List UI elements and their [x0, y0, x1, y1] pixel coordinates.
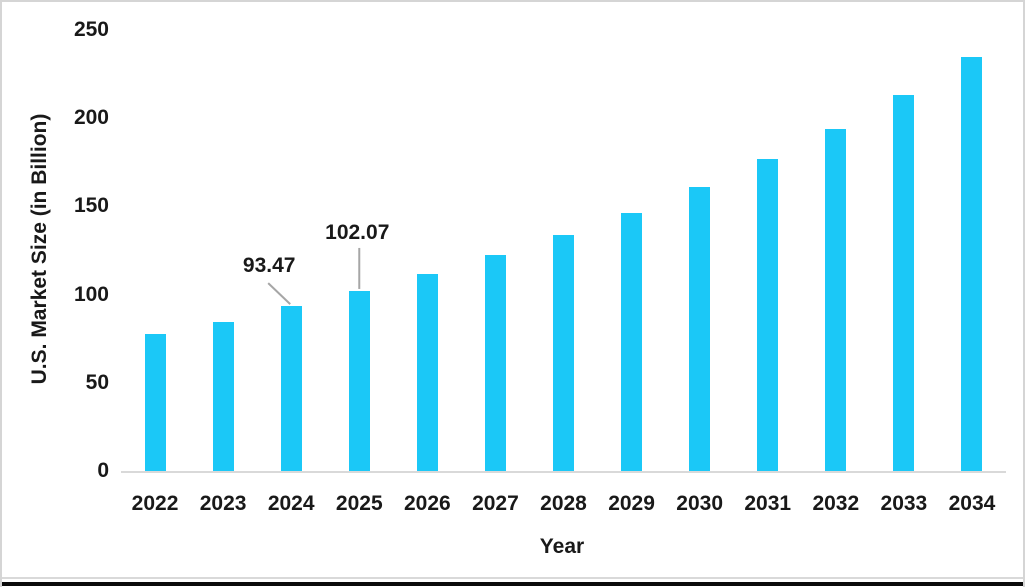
bar-2028 [553, 235, 574, 471]
bar-2023 [212, 321, 234, 471]
x-tick-label-2023: 2023 [199, 492, 247, 515]
bar-2026 [416, 273, 438, 471]
x-tick-label-2029: 2029 [608, 492, 655, 515]
x-axis-line [121, 471, 1006, 473]
x-tick-label-2026: 2026 [403, 492, 451, 515]
y-axis-title: U.S. Market Size (in Billion) [28, 113, 51, 385]
bottom-divider-black [2, 582, 1023, 586]
bar-2034 [961, 57, 983, 471]
bar-2030 [689, 187, 711, 471]
bar-2022 [144, 334, 166, 471]
bar-2027 [484, 254, 506, 471]
x-tick-label-2027: 2027 [472, 492, 519, 515]
bar-2032 [825, 129, 847, 471]
x-tick-label-2033: 2033 [880, 492, 928, 515]
x-tick-label-2034: 2034 [948, 492, 996, 515]
x-tick-label-2028: 2028 [540, 492, 587, 515]
bar-2033 [893, 95, 915, 471]
y-tick-label-0: 0 [97, 459, 109, 482]
bar-2029 [621, 212, 643, 471]
bar-2024 [280, 306, 302, 471]
y-tick-label-200: 200 [73, 106, 109, 130]
leader-line-2024 [267, 282, 291, 305]
x-tick-label-2030: 2030 [676, 492, 723, 515]
x-tick-label-2022: 2022 [131, 492, 179, 515]
x-tick-label-2032: 2032 [812, 492, 860, 515]
x-tick-label-2025: 2025 [335, 492, 383, 515]
y-tick-label-150: 150 [73, 194, 109, 218]
bottom-divider-gray [2, 577, 1023, 579]
y-tick-label-100: 100 [73, 282, 109, 306]
x-tick-label-2031: 2031 [744, 492, 792, 515]
bar-2031 [757, 159, 779, 471]
x-axis-title: Year [539, 535, 585, 558]
y-tick-label-50: 50 [85, 370, 109, 394]
x-tick-label-2024: 2024 [267, 492, 315, 515]
y-tick-label-250: 250 [73, 18, 109, 41]
bar-2025 [348, 290, 370, 471]
data-label-2024: 93.47 [242, 254, 296, 278]
data-label-2025: 102.07 [325, 220, 390, 244]
